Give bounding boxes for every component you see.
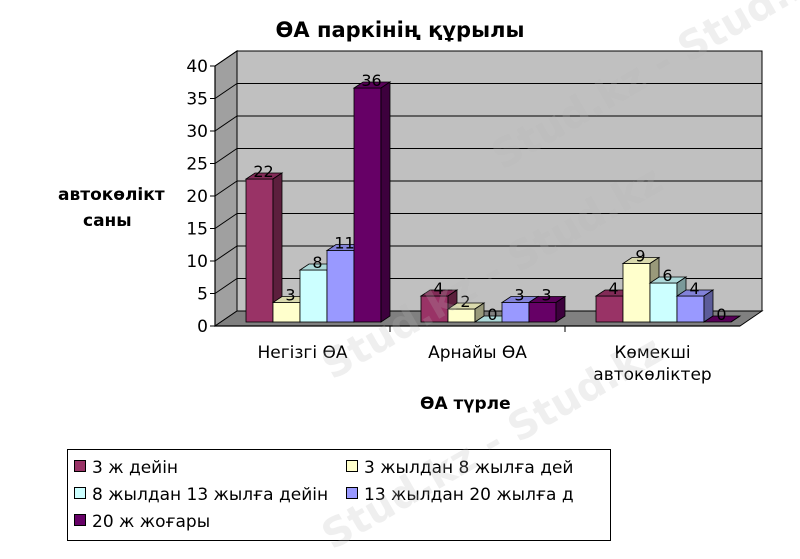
x-tick-label-2: автокөліктер (593, 365, 711, 385)
bar-1-1 (446, 302, 486, 323)
bar-2-4 (702, 315, 742, 323)
gridline-side (214, 245, 238, 262)
y-axis-label-line-1: автокөлікт (58, 185, 165, 205)
legend-swatch-4 (74, 514, 86, 526)
data-label-0-0: 22 (253, 162, 273, 181)
legend-item-0: 3 ж дейін (74, 458, 178, 478)
data-label-2-2: 6 (662, 266, 672, 285)
legend-label-2: 8 жылдан 13 жылға дейін (92, 485, 329, 505)
bar-front (676, 295, 705, 323)
bar-2-3 (675, 289, 715, 323)
legend-label-1: 3 жылдан 8 жылға дей (364, 458, 574, 478)
gridline-side (214, 213, 238, 229)
legend-item-2: 8 жылдан 13 жылға дейін (74, 485, 328, 505)
legend-swatch-0 (74, 460, 86, 472)
y-tick-label: 5 (197, 285, 208, 305)
bar-side (380, 81, 391, 323)
y-tick-label: 25 (186, 155, 208, 175)
y-tick-label: 40 (186, 57, 208, 77)
data-label-1-1: 2 (460, 292, 470, 311)
legend-item-3: 13 жылдан 20 жылға д (346, 485, 574, 505)
bar-front (528, 302, 557, 323)
gridline-side (214, 180, 238, 197)
gridline-side (214, 115, 238, 132)
data-label-1-0: 4 (433, 279, 443, 298)
y-tick-label: 35 (186, 90, 208, 110)
data-label-2-1: 9 (635, 247, 645, 266)
chart-bars (244, 81, 742, 323)
data-label-0-3: 11 (334, 234, 354, 253)
bar-front (420, 295, 449, 323)
y-tick-label: 20 (186, 187, 208, 207)
x-tick-label-1: Арнайы ӨА (428, 343, 527, 363)
bar-0-0 (244, 172, 284, 323)
chart-title: ӨА паркінің құрылы (275, 18, 525, 42)
chart-legend: 3 ж дейін 3 жылдан 8 жылға дей 8 жылдан … (67, 449, 611, 541)
legend-label-4: 20 ж жоғары (92, 512, 211, 532)
bar-front (595, 295, 624, 323)
data-label-2-0: 4 (608, 279, 618, 298)
x-tick-label-2: Көмекші (614, 343, 690, 363)
legend-label-0: 3 ж дейін (92, 458, 179, 478)
data-label-1-2: 0 (487, 305, 497, 324)
y-tick-label: 10 (186, 252, 208, 272)
y-tick-label: 15 (186, 220, 208, 240)
legend-swatch-2 (74, 487, 86, 499)
data-label-2-3: 4 (689, 279, 699, 298)
bar-front (272, 302, 301, 323)
y-tick-label: 30 (186, 122, 208, 142)
bar-0-4 (352, 81, 392, 323)
bar-front (353, 87, 382, 323)
bar-side (555, 295, 566, 323)
legend-swatch-1 (346, 460, 358, 472)
legend-label-3: 13 жылдан 20 жылға д (364, 485, 574, 505)
y-axis-label-line-2: саны (83, 211, 132, 231)
bar-1-4 (527, 295, 567, 323)
data-label-1-3: 3 (514, 286, 524, 305)
bar-front (622, 263, 651, 323)
data-label-2-4: 0 (716, 305, 726, 324)
data-label-0-4: 36 (361, 71, 381, 90)
bar-front (649, 282, 678, 323)
data-label-0-2: 8 (312, 253, 322, 272)
chart-gridlines (214, 50, 762, 294)
gridline-side (214, 50, 238, 67)
bar-front (501, 302, 530, 323)
bar-front (299, 269, 328, 323)
gridline-side (214, 83, 238, 99)
bar-front (245, 178, 274, 323)
bar-front (326, 250, 355, 323)
legend-item-4: 20 ж жоғары (74, 512, 210, 532)
gridline-side (214, 148, 238, 164)
x-axis-label: ӨА түрле (420, 394, 511, 414)
y-tick-label: 0 (197, 317, 208, 337)
legend-swatch-3 (346, 487, 358, 499)
x-tick-label-0: Негізгі ӨА (257, 343, 347, 363)
bar-side (730, 315, 741, 323)
data-label-1-4: 3 (541, 286, 551, 305)
legend-item-1: 3 жылдан 8 жылға дей (346, 458, 573, 478)
gridline-side (214, 278, 238, 294)
y-axis-label: автокөлікт саны (58, 182, 165, 234)
data-label-0-1: 3 (285, 286, 295, 305)
